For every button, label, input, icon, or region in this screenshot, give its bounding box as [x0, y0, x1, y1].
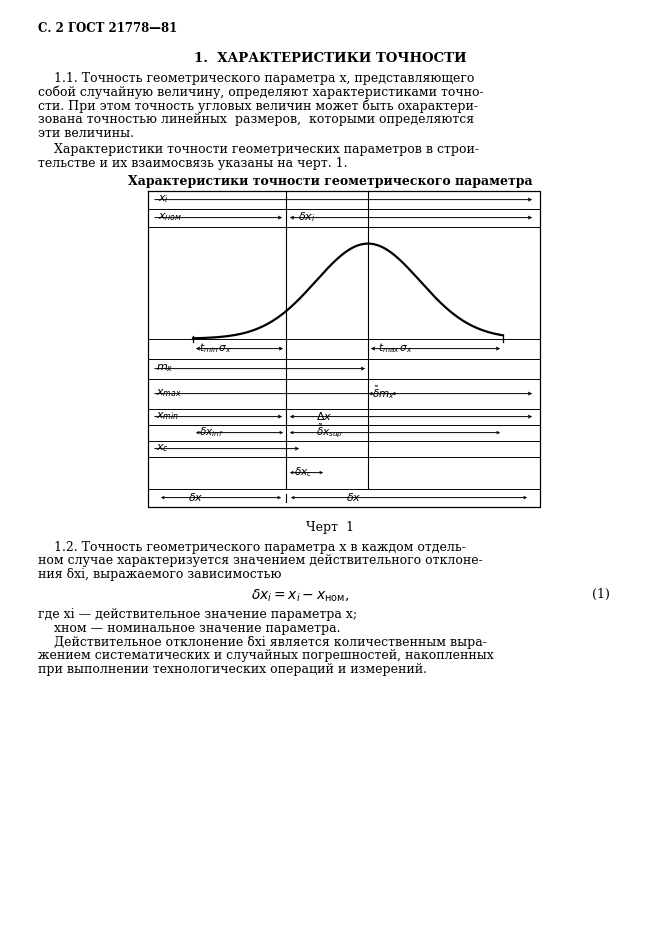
Text: (1): (1) [592, 588, 610, 601]
Text: Черт  1: Черт 1 [306, 520, 354, 534]
Text: где xi — действительное значение параметра х;: где xi — действительное значение парамет… [38, 608, 357, 621]
Text: xном — номинальное значение параметра.: xном — номинальное значение параметра. [38, 622, 340, 635]
Text: $\delta x_i$: $\delta x_i$ [298, 210, 315, 224]
Text: $\delta x$: $\delta x$ [346, 490, 362, 503]
Text: эти величины.: эти величины. [38, 127, 134, 140]
Text: Характеристики точности геометрического параметра: Характеристики точности геометрического … [128, 175, 532, 187]
Text: $\tilde{\delta}m_x$: $\tilde{\delta}m_x$ [372, 384, 395, 401]
Text: 1.  ХАРАКТЕРИСТИКИ ТОЧНОСТИ: 1. ХАРАКТЕРИСТИКИ ТОЧНОСТИ [194, 52, 466, 65]
Text: $\delta x_c$: $\delta x_c$ [294, 464, 313, 478]
Text: $t_{max}\,\sigma_x$: $t_{max}\,\sigma_x$ [378, 341, 413, 355]
Text: 1.1. Точность геометрического параметра х, представляющего: 1.1. Точность геометрического параметра … [38, 72, 475, 85]
Text: жением систематических и случайных погрешностей, накопленных: жением систематических и случайных погре… [38, 650, 494, 663]
Text: ном случае характеризуется значением действительного отклоне-: ном случае характеризуется значением дей… [38, 554, 483, 567]
Text: собой случайную величину, определяют характеристиками точно-: собой случайную величину, определяют хар… [38, 86, 484, 99]
Text: $\delta x_i = x_i - x_{\text{ном}},$: $\delta x_i = x_i - x_{\text{ном}},$ [251, 588, 349, 605]
Text: $x_i$: $x_i$ [158, 193, 169, 204]
Text: $x_{ном}$: $x_{ном}$ [158, 211, 182, 223]
Text: $x_{min}$: $x_{min}$ [156, 410, 179, 421]
Text: тельстве и их взаимосвязь указаны на черт. 1.: тельстве и их взаимосвязь указаны на чер… [38, 157, 348, 169]
Text: $x_c$: $x_c$ [156, 442, 169, 454]
Text: $t_{min}\,\sigma_x$: $t_{min}\,\sigma_x$ [199, 341, 232, 355]
Text: $\delta x_{inf}$: $\delta x_{inf}$ [199, 425, 223, 438]
Text: $m_x$: $m_x$ [156, 361, 173, 373]
Text: С. 2 ГОСТ 21778—81: С. 2 ГОСТ 21778—81 [38, 22, 177, 35]
Text: 1.2. Точность геометрического параметра х в каждом отдель-: 1.2. Точность геометрического параметра … [38, 541, 466, 553]
Text: $x_{max}$: $x_{max}$ [156, 387, 182, 399]
Text: $\tilde{\delta}x_{sup}$: $\tilde{\delta}x_{sup}$ [316, 423, 343, 440]
Text: Действительное отклонение δxi является количественным выра-: Действительное отклонение δxi является к… [38, 636, 487, 649]
Text: $\Delta x$: $\Delta x$ [316, 410, 332, 421]
Text: $\delta x$: $\delta x$ [188, 490, 204, 503]
Text: сти. При этом точность угловых величин может быть охарактери-: сти. При этом точность угловых величин м… [38, 99, 478, 113]
Text: ния δxi, выражаемого зависимостью: ния δxi, выражаемого зависимостью [38, 568, 282, 581]
Text: при выполнении технологических операций и измерений.: при выполнении технологических операций … [38, 664, 427, 676]
Text: зована точностью линейных  размеров,  которыми определяются: зована точностью линейных размеров, кото… [38, 113, 474, 126]
Text: Характеристики точности геометрических параметров в строи-: Характеристики точности геометрических п… [38, 143, 479, 156]
